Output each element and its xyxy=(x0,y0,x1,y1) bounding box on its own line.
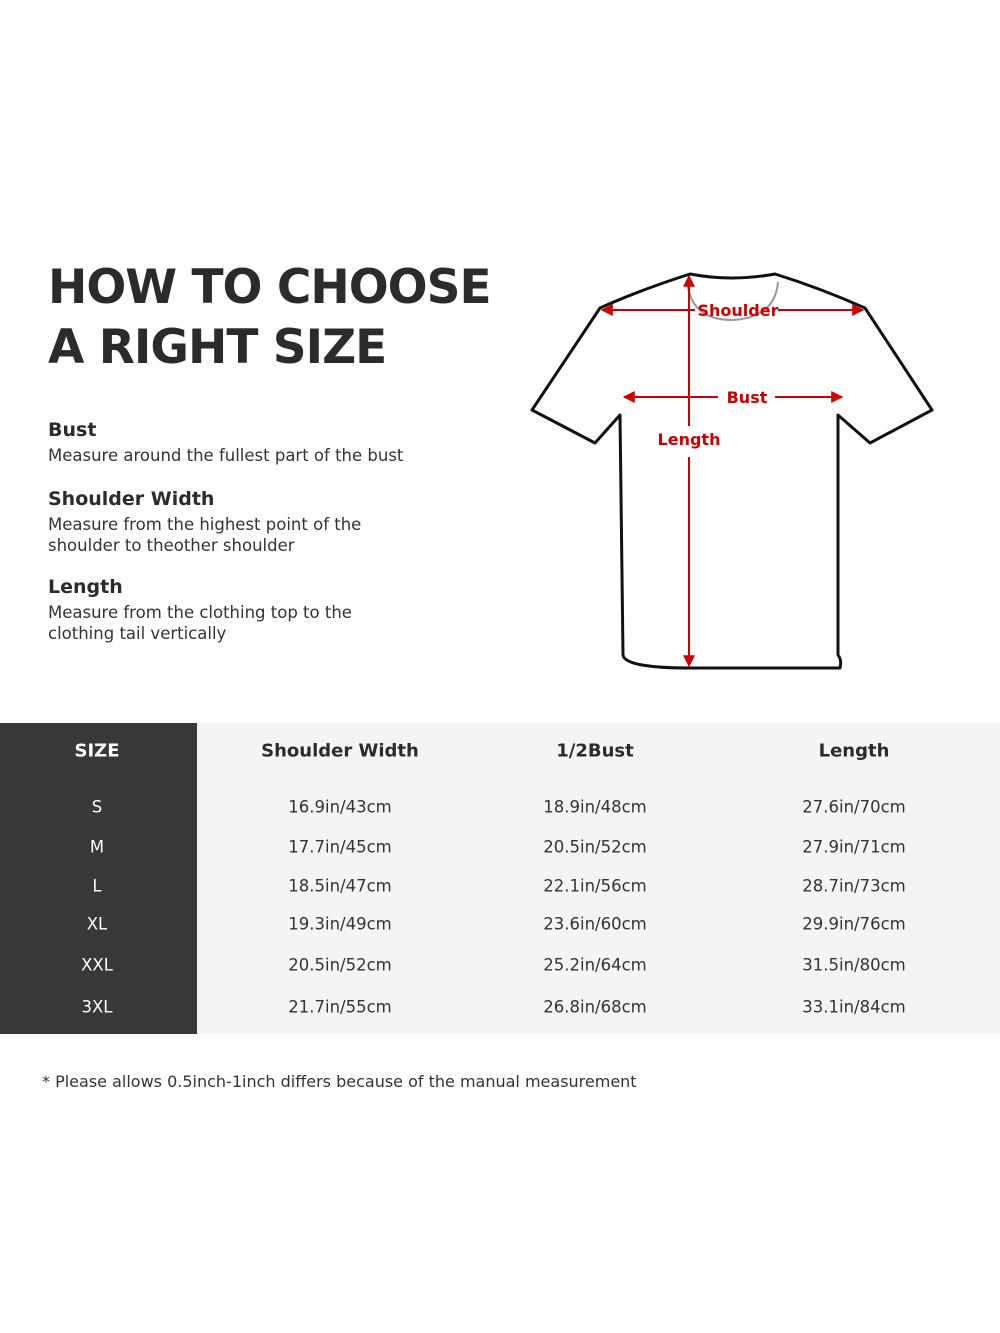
bust-heading: Bust xyxy=(48,419,97,441)
table-cell: 27.9in/71cm xyxy=(802,837,906,857)
size-label: XXL xyxy=(81,955,113,975)
table-cell: 20.5in/52cm xyxy=(288,955,392,975)
size-label: M xyxy=(89,837,105,857)
table-cell: 17.7in/45cm xyxy=(288,837,392,857)
table-cell: 20.5in/52cm xyxy=(543,837,647,857)
shoulder-section: Shoulder Width Measure from the highest … xyxy=(48,486,361,556)
tshirt-outline xyxy=(530,272,934,670)
shoulder-label: Shoulder xyxy=(698,301,779,320)
table-cell: 29.9in/76cm xyxy=(802,914,906,934)
table-cell: 16.9in/43cm xyxy=(288,797,392,817)
tshirt-collar xyxy=(686,279,779,322)
table-cell: 22.1in/56cm xyxy=(543,876,647,896)
title-line-1: HOW TO CHOOSE xyxy=(48,260,492,315)
length-heading: Length xyxy=(48,576,123,598)
bust-section: Bust Measure around the fullest part of … xyxy=(48,417,403,466)
table-cell: 18.5in/47cm xyxy=(288,876,392,896)
table-cell: 31.5in/80cm xyxy=(802,955,906,975)
column-header: SIZE xyxy=(74,740,120,762)
size-label: 3XL xyxy=(81,997,113,1017)
measurement-note: * Please allows 0.5inch-1inch differs be… xyxy=(42,1072,637,1091)
table-cell: 23.6in/60cm xyxy=(543,914,647,934)
length-label: Length xyxy=(658,430,721,449)
bust-description: Measure around the fullest part of the b… xyxy=(48,446,404,465)
length-description: Measure from the clothing top to the clot… xyxy=(48,603,352,643)
bust-label: Bust xyxy=(727,388,768,407)
shoulder-heading: Shoulder Width xyxy=(48,488,215,510)
table-cell: 19.3in/49cm xyxy=(288,914,392,934)
size-label: L xyxy=(92,876,102,896)
table-cell: 26.8in/68cm xyxy=(543,997,647,1017)
column-header: Length xyxy=(818,740,890,762)
table-cell: 28.7in/73cm xyxy=(802,876,906,896)
page-title: HOW TO CHOOSE A RIGHT SIZE xyxy=(48,258,492,378)
table-cell: 18.9in/48cm xyxy=(543,797,647,817)
title-line-2: A RIGHT SIZE xyxy=(48,320,387,375)
table-cell: 27.6in/70cm xyxy=(802,797,906,817)
shoulder-description: Measure from the highest point of the sho… xyxy=(48,515,362,555)
table-cell: 25.2in/64cm xyxy=(543,955,647,975)
column-header: 1/2Bust xyxy=(556,740,634,762)
size-column xyxy=(0,723,197,1034)
table-cell: 33.1in/84cm xyxy=(802,997,906,1017)
size-label: S xyxy=(91,797,103,817)
tshirt-diagram: Shoulder Bust Length xyxy=(530,272,934,670)
column-header: Shoulder Width xyxy=(261,740,419,762)
size-table: SIZE Shoulder Width 1/2Bust Length S 16.9in/4… xyxy=(0,723,1000,1034)
size-label: XL xyxy=(86,914,108,934)
table-cell: 21.7in/55cm xyxy=(288,997,392,1017)
length-section: Length Measure from the clothing top to … xyxy=(48,574,352,644)
